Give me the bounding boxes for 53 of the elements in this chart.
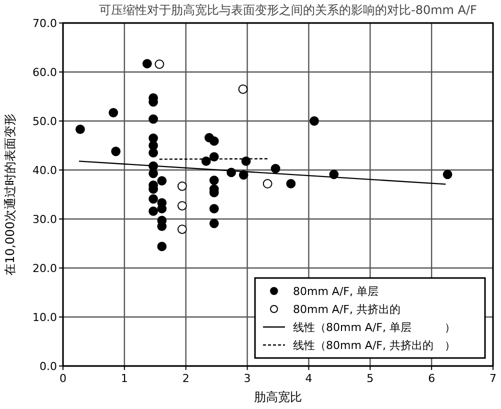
y-tick-label: 50.0 [32, 115, 57, 128]
point [286, 179, 296, 188]
legend-label: 80mm A/F, 单层 [293, 285, 378, 298]
x-tick-label: 6 [428, 372, 436, 385]
point [209, 176, 219, 185]
point [209, 204, 219, 214]
y-tick-label: 60.0 [32, 66, 57, 79]
point [177, 224, 187, 234]
x-tick-label: 3 [244, 372, 251, 385]
x-tick-label: 4 [305, 372, 312, 385]
y-tick-label: 0.0 [40, 360, 57, 373]
point [177, 181, 187, 191]
y-tick-label: 40.0 [32, 164, 57, 177]
point [142, 58, 152, 68]
point [148, 148, 158, 158]
point [148, 114, 158, 124]
x-tick-label: 0 [60, 372, 66, 385]
x-tick-label: 1 [120, 372, 128, 385]
point [76, 124, 85, 134]
point [148, 168, 158, 178]
point [154, 59, 164, 69]
point [157, 204, 167, 214]
y-tick-label: 20.0 [32, 262, 57, 275]
x-tick-label: 2 [182, 372, 190, 385]
point [209, 218, 219, 228]
y-tick-label: 70.0 [32, 17, 57, 30]
point [157, 176, 167, 186]
point [108, 108, 118, 118]
point [209, 152, 219, 162]
y-axis-title: 在10,000次通过时的表面变形 [3, 114, 17, 276]
point [270, 164, 280, 174]
point [148, 206, 158, 216]
x-axis-title: 肋高宽比 [254, 390, 302, 404]
point [157, 242, 167, 252]
point [148, 194, 158, 204]
chart-title: 可压缩性对于肋高宽比与表面变形之间的关系的影响的对比-80mm A/F [99, 3, 478, 17]
point [442, 170, 452, 180]
point [262, 179, 272, 188]
point [157, 222, 167, 232]
legend-label: 线性（80mm A/F, 单层 ） [293, 321, 456, 334]
point [111, 146, 121, 156]
point [209, 136, 219, 146]
legend-label: 80mm A/F, 共挤出的 [293, 303, 400, 316]
x-tick-label: 5 [366, 372, 374, 385]
point [310, 116, 319, 126]
point [201, 156, 211, 166]
legend-label: 线性（80mm A/F, 共挤出的 ） [293, 339, 456, 352]
y-tick-label: 30.0 [32, 213, 57, 226]
y-tick-label: 10.0 [32, 311, 57, 324]
x-tick-label: 7 [490, 372, 496, 385]
point [238, 84, 248, 94]
point [241, 156, 251, 166]
point [177, 201, 187, 210]
